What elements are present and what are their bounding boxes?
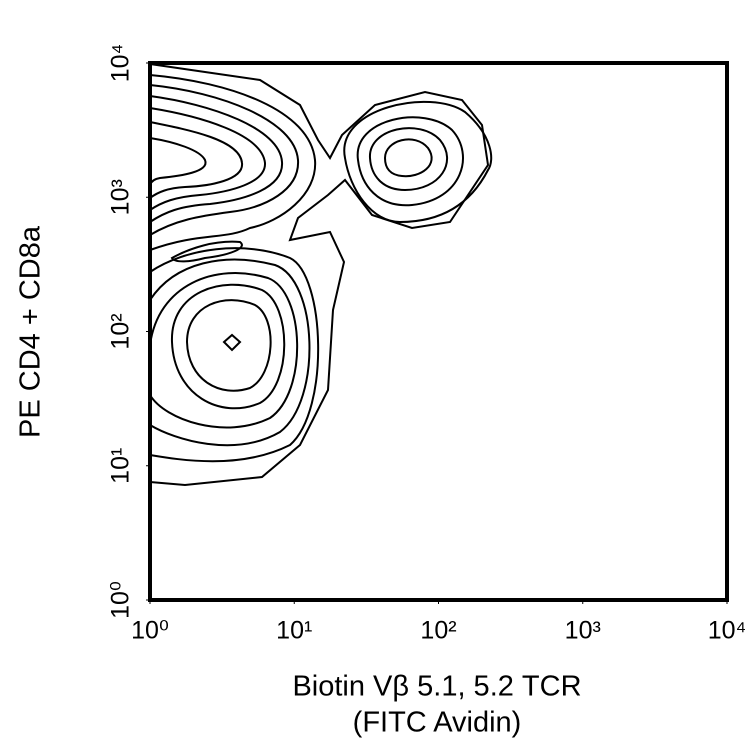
y-tick-label: 10² bbox=[107, 313, 135, 349]
plot-frame bbox=[148, 61, 729, 602]
y-tick-label: 10³ bbox=[107, 179, 135, 215]
x-tick-label: 10⁰ bbox=[131, 617, 169, 645]
contour-line bbox=[185, 299, 272, 392]
y-tick-label: 10⁰ bbox=[107, 581, 135, 619]
contour-line bbox=[149, 272, 299, 429]
contour-line bbox=[343, 100, 493, 224]
contour-line bbox=[149, 84, 300, 236]
y-tick-label: 10¹ bbox=[107, 448, 135, 484]
contour-line bbox=[149, 121, 243, 199]
x-axis-label: Biotin Vβ 5.1, 5.2 TCR bbox=[292, 671, 581, 703]
contours bbox=[149, 63, 493, 487]
contour-line bbox=[222, 333, 242, 352]
contour-line bbox=[149, 74, 317, 251]
contour-line bbox=[149, 258, 311, 447]
contour-line bbox=[368, 127, 448, 192]
contour-line bbox=[149, 95, 284, 223]
y-axis-label: PE CD4 + CD8a bbox=[15, 225, 47, 438]
contour-line bbox=[383, 138, 433, 178]
contour-line bbox=[170, 283, 286, 410]
contour-line bbox=[149, 63, 490, 487]
contour-line bbox=[170, 240, 243, 263]
y-tick-label: 10⁴ bbox=[107, 44, 135, 83]
contour-line bbox=[149, 137, 207, 186]
x-tick-label: 10⁴ bbox=[708, 617, 747, 645]
x-tick-label: 10¹ bbox=[276, 617, 312, 645]
contour-line bbox=[356, 116, 464, 207]
contour-line bbox=[149, 247, 320, 463]
x-axis-label: (FITC Avidin) bbox=[353, 707, 522, 739]
x-tick-label: 10³ bbox=[565, 617, 601, 645]
x-tick-label: 10² bbox=[420, 617, 456, 645]
contour-line bbox=[149, 107, 267, 211]
